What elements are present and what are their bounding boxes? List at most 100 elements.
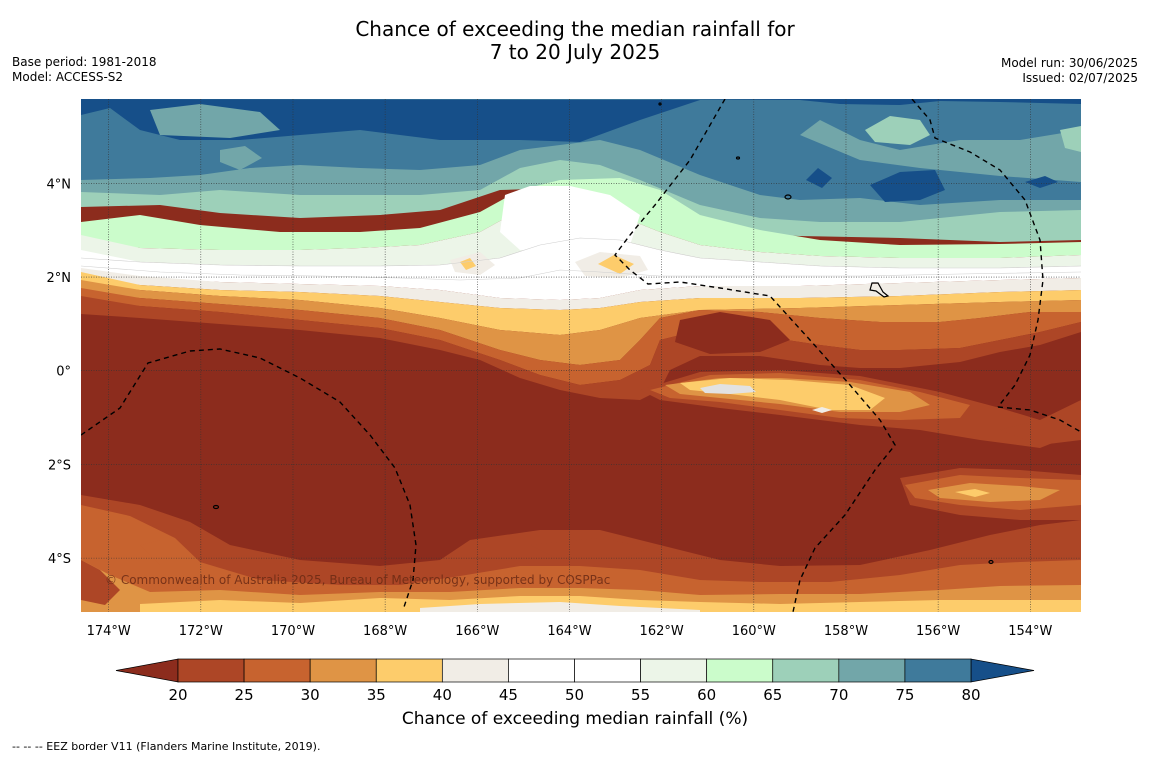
band-35-40 xyxy=(81,272,1081,335)
colorbar-tick-label: 65 xyxy=(763,686,782,704)
colorbar-tick-label: 60 xyxy=(697,686,716,704)
colorbar-tick-label: 80 xyxy=(961,686,980,704)
colorbar-bin xyxy=(772,658,840,683)
islands xyxy=(212,102,994,565)
patch-70-75-a xyxy=(220,146,262,170)
meta-right: Model run: 30/06/2025 Issued: 02/07/2025 xyxy=(1001,56,1138,86)
lon-tick-label: 166°W xyxy=(455,624,499,639)
south-band-35 xyxy=(81,560,1081,612)
eez-line-central xyxy=(614,99,896,612)
colorbar-tick-label: 40 xyxy=(433,686,452,704)
band-30-35 xyxy=(81,280,1081,365)
lon-tick-label: 164°W xyxy=(547,624,591,639)
sw-corner-25 xyxy=(81,560,120,605)
chart-title: Chance of exceeding the median rainfall … xyxy=(0,18,1150,64)
se-patch-40 xyxy=(955,489,990,497)
colorbar-bin xyxy=(706,658,774,683)
eez-borders xyxy=(81,99,1081,612)
latitude-labels: 4°N 2°N 0° 2°S 4°S xyxy=(47,177,72,567)
eq-patch-45-a xyxy=(700,384,756,394)
lon-tick-label: 168°W xyxy=(363,624,407,639)
colorbar-bin xyxy=(574,658,641,683)
colorbar-bin xyxy=(309,658,377,683)
island-4 xyxy=(988,559,994,565)
lon-tick-label: 162°W xyxy=(640,624,684,639)
island-1 xyxy=(784,194,792,200)
colorbar-bin xyxy=(375,658,443,683)
base-period-text: Base period: 1981-2018 xyxy=(12,55,157,69)
title-line-1: Chance of exceeding the median rainfall … xyxy=(355,17,795,41)
band-60-65 xyxy=(81,178,1081,258)
south-inner-25-b xyxy=(140,540,180,565)
colorbar-bin xyxy=(640,658,708,683)
contour-line-1 xyxy=(81,237,1081,269)
colorbar-tick-label: 45 xyxy=(499,686,518,704)
colorbar-label: Chance of exceeding median rainfall (%) xyxy=(401,709,749,729)
lon-tick-label: 154°W xyxy=(1008,624,1052,639)
south-inner-25 xyxy=(530,538,650,560)
lon-tick-label: 172°W xyxy=(179,624,223,639)
white-core xyxy=(500,186,640,255)
patch-70-75-b xyxy=(150,104,280,138)
eq-patch-45-b xyxy=(812,407,832,413)
south-band-45 xyxy=(420,602,700,612)
longitude-labels: 174°W 172°W 170°W 168°W 166°W 164°W 162°W 160°W… xyxy=(87,624,1053,639)
eez-line-east-b xyxy=(997,406,1081,433)
colorbar-tick-label: 35 xyxy=(367,686,386,704)
colorbar-tick-label: 25 xyxy=(235,686,254,704)
colorbar-bin xyxy=(441,658,509,683)
lon-tick-label: 156°W xyxy=(916,624,960,639)
band-over-80-c xyxy=(870,170,945,202)
south-band-30 xyxy=(81,505,1081,612)
band-over-80-d xyxy=(806,168,832,188)
island-5 xyxy=(658,102,662,106)
lat-tick-label: 2°S xyxy=(48,458,71,473)
lon-tick-label: 174°W xyxy=(87,624,131,639)
colorbar-tick-label: 20 xyxy=(168,686,187,704)
colorbar-tick-label: 55 xyxy=(631,686,650,704)
lon-tick-label: 170°W xyxy=(271,624,315,639)
colorbar-tick-label: 50 xyxy=(565,686,584,704)
lat-tick-label: 4°N xyxy=(47,177,72,192)
eez-line-west xyxy=(81,348,417,611)
model-run-text: Model run: 30/06/2025 xyxy=(1000,56,1138,70)
rainfall-field xyxy=(81,99,1081,612)
colorbar-bin xyxy=(243,658,311,683)
se-patch-35 xyxy=(928,483,1060,502)
colorbar: 20 25 30 35 40 45 50 55 60 65 70 75 80 xyxy=(115,658,1035,704)
footnote: -- -- -- EEZ border V11 (Flanders Marine… xyxy=(12,740,321,753)
colorbar-over-triangle xyxy=(970,658,1035,683)
colorbar-bin xyxy=(508,658,575,683)
contour-line-2 xyxy=(81,265,1081,281)
patch-under-20-center xyxy=(675,312,790,354)
island-3 xyxy=(212,504,220,510)
contour-lines xyxy=(81,237,1081,281)
model-text: Model: ACCESS-S2 xyxy=(12,70,124,84)
graticule xyxy=(81,99,1081,612)
colorbar-tick-label: 70 xyxy=(829,686,848,704)
copyright-text: © Commonwealth of Australia 2025, Bureau… xyxy=(105,573,610,587)
meta-left: Base period: 1981-2018 Model: ACCESS-S2 xyxy=(12,55,157,85)
band-over-80-b xyxy=(640,99,1081,105)
lat-tick-label: 0° xyxy=(56,365,71,380)
lon-tick-label: 158°W xyxy=(824,624,868,639)
south-band-40 xyxy=(140,596,1081,612)
colorbar-tick-label: 30 xyxy=(301,686,320,704)
colorbar-tick-label: 75 xyxy=(895,686,914,704)
island-6 xyxy=(735,156,741,160)
lat-tick-label: 4°S xyxy=(48,552,71,567)
patch-65-70-b xyxy=(1060,126,1081,152)
colorbar-bin xyxy=(904,658,972,683)
lat-tick-label: 2°N xyxy=(47,271,72,286)
colorbar-bin xyxy=(177,658,245,683)
island-2 xyxy=(869,282,890,298)
band-over-80-e xyxy=(1025,176,1058,188)
colorbar-under-triangle xyxy=(115,658,179,683)
lon-tick-label: 160°W xyxy=(732,624,776,639)
patch-65-70-a xyxy=(865,116,930,145)
east-edge-25 xyxy=(1000,400,1081,445)
title-line-2: 7 to 20 July 2025 xyxy=(489,40,661,64)
issued-text: Issued: 02/07/2025 xyxy=(1022,71,1138,85)
patch-35-40-a xyxy=(598,255,634,274)
